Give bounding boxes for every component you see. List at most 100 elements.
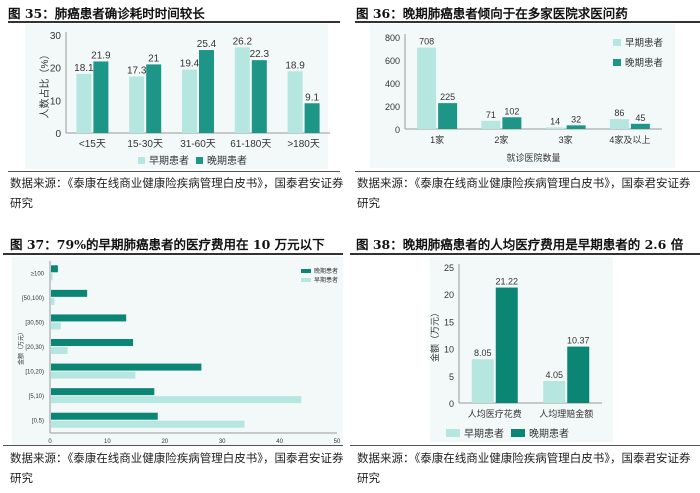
y-tick-label: 15 bbox=[444, 317, 454, 327]
figure-38-title: 图 38：晚期肺癌患者的人均医疗费用是早期患者的 2.6 倍 bbox=[356, 237, 684, 252]
bar-early bbox=[417, 47, 437, 129]
data-label: 9.1 bbox=[305, 92, 319, 103]
legend-label: 晚期患者 bbox=[314, 267, 338, 275]
bar-late bbox=[51, 339, 134, 346]
bar-early bbox=[234, 47, 250, 134]
y-tick-label: [30,50) bbox=[25, 320, 44, 326]
bar-early bbox=[51, 347, 68, 354]
y-tick-label: 20 bbox=[444, 290, 454, 300]
x-tick-label: 30 bbox=[219, 439, 226, 445]
source-note: 数据来源：《泰康在线商业健康险疾病管理白皮书》，国泰君安证券研究 bbox=[10, 176, 344, 210]
divider bbox=[3, 445, 343, 446]
data-label: 86 bbox=[614, 108, 624, 118]
x-tick-label: 15-30天 bbox=[127, 139, 163, 150]
data-label: 21.22 bbox=[495, 277, 518, 287]
data-label: 25.4 bbox=[197, 39, 217, 50]
bar-late bbox=[304, 103, 320, 133]
bar-late bbox=[51, 314, 127, 322]
y-tick-label: 200 bbox=[385, 102, 400, 112]
legend-label: 晚期患者 bbox=[625, 57, 663, 69]
data-label: 225 bbox=[440, 92, 455, 102]
y-tick-label: [0,5) bbox=[32, 419, 44, 425]
legend-swatch bbox=[446, 429, 460, 437]
chart-38: 0 5 10 15 20 25 人均医疗花费 8.05 21.22 人均理赔金额 4.05 10.37… bbox=[429, 257, 613, 442]
bar-late bbox=[51, 412, 158, 420]
bar-early bbox=[51, 322, 61, 330]
legend-swatch bbox=[301, 278, 311, 282]
bar-late bbox=[51, 289, 88, 297]
data-label: 18.9 bbox=[285, 60, 305, 71]
bar-early bbox=[609, 119, 629, 129]
x-tick-label: 4家及以上 bbox=[609, 134, 650, 145]
bar-early bbox=[51, 273, 53, 281]
data-label: 21.9 bbox=[91, 50, 111, 61]
y-tick-label: [20,30) bbox=[25, 345, 44, 351]
y-tick-label: 5 bbox=[449, 372, 454, 382]
y-axis-label: 人数占比（%） bbox=[38, 50, 51, 119]
legend-label: 早期患者 bbox=[149, 155, 189, 167]
bar-early bbox=[481, 120, 501, 129]
x-tick-label: 61-180天 bbox=[230, 139, 271, 150]
data-label: 26.2 bbox=[233, 36, 253, 47]
divider bbox=[8, 171, 340, 172]
x-tick-label: 3家 bbox=[559, 134, 573, 145]
y-tick-label: 30 bbox=[50, 31, 62, 42]
x-tick-label: 10 bbox=[104, 439, 111, 445]
chart-background bbox=[25, 24, 328, 169]
chart-35: 0 10 20 30 <15天 18.1 21.9 15-30天 17.321 31-60天 19.… bbox=[25, 24, 330, 169]
y-tick-label: 800 bbox=[385, 33, 400, 43]
legend-swatch bbox=[613, 39, 621, 46]
x-tick-label: 50 bbox=[334, 439, 341, 445]
data-label: 18.1 bbox=[74, 63, 94, 74]
bar-early bbox=[182, 69, 197, 133]
y-axis-label: 金额（万元） bbox=[17, 329, 25, 365]
y-tick-label: 0 bbox=[55, 129, 61, 140]
source-note: 数据来源：《泰康在线商业健康险疾病管理白皮书》，国泰君安证券研究 bbox=[10, 451, 344, 485]
bar-early bbox=[543, 380, 566, 403]
divider bbox=[350, 445, 700, 446]
bar-early bbox=[129, 76, 145, 133]
x-tick-label: 31-60天 bbox=[180, 139, 216, 150]
bar-early bbox=[545, 127, 565, 129]
data-label: 21 bbox=[148, 53, 160, 64]
legend-swatch bbox=[301, 269, 311, 273]
y-tick-label: [5,10) bbox=[29, 394, 44, 400]
bar-early bbox=[76, 73, 92, 133]
y-tick-label: 400 bbox=[385, 79, 400, 89]
figure-36-title: 图 36：晚期肺癌患者倾向于在多家医院求医问药 bbox=[356, 6, 628, 21]
y-axis-label: 金额（万元） bbox=[429, 308, 440, 362]
bar-late bbox=[251, 60, 267, 133]
bar-late bbox=[51, 363, 202, 371]
divider bbox=[3, 253, 343, 255]
x-tick-label: 2家 bbox=[494, 134, 508, 145]
source-note: 数据来源：《泰康在线商业健康险疾病管理白皮书》，国泰君安证券研究 bbox=[357, 451, 691, 485]
chart-36: 0 200 400 600 800 1家 708 225 2家 71 102 3家 14 32 4家及以上 8… bbox=[370, 24, 675, 168]
source-note: 数据来源：《泰康在线商业健康险疾病管理白皮书》，国泰君安证券研究 bbox=[357, 176, 691, 210]
bar-late bbox=[51, 265, 58, 273]
bar-late bbox=[199, 50, 214, 133]
bar-late bbox=[93, 61, 109, 133]
data-label: 32 bbox=[571, 114, 581, 124]
y-tick-label: 10 bbox=[444, 345, 454, 355]
y-tick-label: [10,20) bbox=[25, 370, 44, 376]
x-tick-label: 1家 bbox=[430, 134, 444, 145]
x-axis-label: 就诊医院数量 bbox=[506, 152, 560, 163]
y-tick-label: 20 bbox=[50, 64, 62, 75]
bar-late bbox=[146, 64, 162, 133]
x-tick-label: <15天 bbox=[79, 139, 106, 150]
bar-early bbox=[287, 71, 303, 133]
bar-late bbox=[567, 346, 590, 403]
data-label: 17.3 bbox=[127, 65, 147, 76]
data-label: 708 bbox=[419, 37, 434, 47]
divider bbox=[355, 21, 700, 23]
bar-early bbox=[51, 371, 136, 379]
data-label: 19.4 bbox=[180, 59, 200, 70]
y-tick-label: 600 bbox=[385, 56, 400, 66]
bar-late bbox=[630, 123, 650, 129]
legend-label: 早期患者 bbox=[625, 37, 663, 49]
data-label: 8.05 bbox=[474, 348, 492, 358]
legend-label: 晚期患者 bbox=[529, 428, 569, 440]
data-label: 22.3 bbox=[250, 49, 270, 60]
x-tick-label: 人均理赔金额 bbox=[539, 408, 593, 419]
data-label: 10.37 bbox=[567, 336, 590, 346]
